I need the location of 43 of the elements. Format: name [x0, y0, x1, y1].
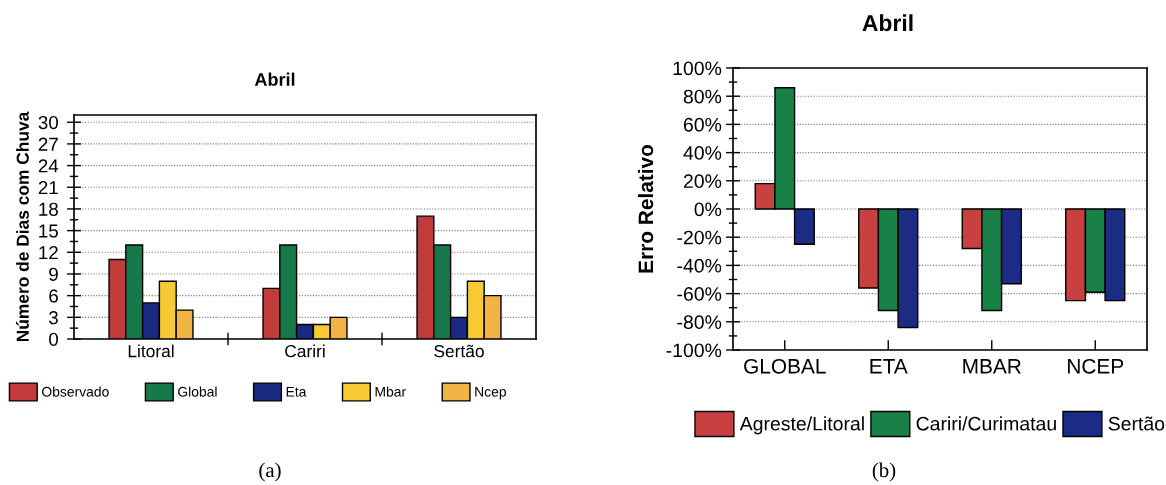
y-tick-label: -100% [666, 343, 722, 358]
text: (b) [872, 462, 896, 482]
y-tick-label: -80% [677, 315, 722, 330]
y-tick-label: 15 [39, 224, 58, 238]
legend-label: Agreste/Litoral [739, 416, 864, 435]
y-tick-label: -60% [677, 287, 722, 301]
x-tick-label: Sertão [434, 344, 484, 358]
y-tick-label: 80% [683, 89, 722, 104]
y-axis-title: Número de Dias com Chuva [15, 111, 29, 342]
chart-title: Abril [254, 72, 295, 86]
y-axis-title: Erro Relativo [637, 144, 654, 273]
y-tick-label: 27 [38, 137, 58, 151]
y-tick-label: -40% [677, 258, 722, 273]
y-tick-label: 9 [49, 267, 58, 281]
legend-label: Cariri/Curimatau [916, 416, 1056, 431]
y-tick-label: 0% [694, 202, 722, 217]
x-tick-label: GLOBAL [744, 358, 826, 374]
x-tick-label: Cariri [285, 344, 325, 358]
y-tick-label: 60% [683, 117, 722, 132]
x-tick-label: MBAR [963, 359, 1021, 374]
legend-label: Ncep [475, 386, 506, 400]
legend-label: Global [178, 386, 217, 397]
x-tick-label: Litoral [128, 344, 174, 358]
text: (a) [259, 462, 281, 482]
y-tick-label: 21 [38, 180, 58, 195]
legend-label: Eta [286, 386, 307, 397]
legend-label: Mbar [375, 386, 406, 397]
y-tick-label: 3 [49, 311, 58, 325]
y-tick-label: 30 [38, 115, 58, 130]
legend-label: Sertão [1108, 416, 1165, 431]
x-tick-label: ETA [870, 359, 908, 374]
legend-label: Observado [42, 386, 109, 397]
y-tick-label: 18 [39, 202, 58, 216]
y-tick-label: 40% [683, 146, 722, 160]
y-tick-label: 0 [49, 332, 58, 346]
chart-title: Abril [862, 14, 913, 32]
y-tick-label: 12 [39, 245, 58, 260]
y-tick-label: 20% [683, 174, 722, 189]
y-tick-label: 6 [49, 289, 58, 303]
x-tick-label: NCEP [1068, 358, 1124, 374]
y-tick-label: -20% [677, 230, 722, 245]
y-tick-label: 100% [673, 61, 722, 76]
y-tick-label: 24 [38, 159, 59, 173]
